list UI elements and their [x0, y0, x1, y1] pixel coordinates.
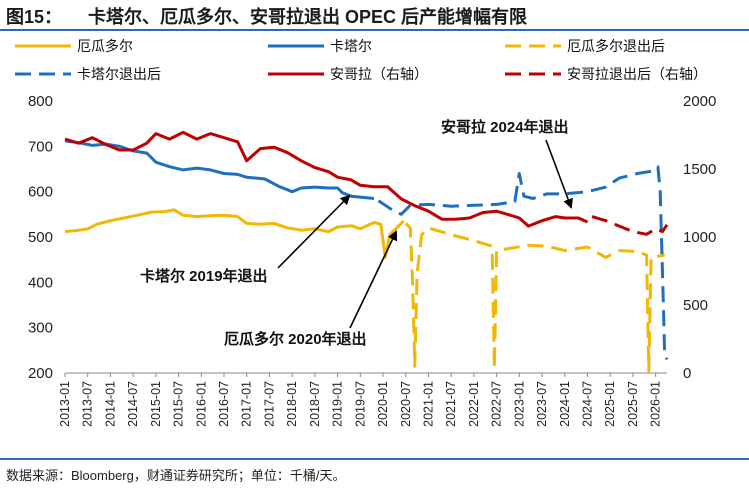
y-left-tick-label: 800	[28, 93, 53, 110]
x-tick-label: 2024-07	[580, 381, 594, 427]
x-tick-label: 2023-07	[535, 381, 549, 427]
series-line	[64, 208, 405, 259]
x-tick-label: 2019-01	[331, 381, 345, 427]
x-tick-label: 2025-07	[626, 381, 640, 427]
y-right-tick-label: 2000	[683, 93, 716, 110]
footer-rule	[0, 458, 749, 460]
x-tick-label: 2018-01	[285, 381, 299, 427]
y-left-tick-label: 600	[28, 184, 53, 201]
y-right-tick-label: 0	[683, 365, 691, 382]
y-left-tick-label: 400	[28, 274, 53, 291]
figure-number: 图15：	[6, 7, 63, 27]
x-tick-label: 2021-01	[421, 381, 435, 427]
x-tick-label: 2026-01	[649, 381, 663, 427]
annotation-label: 卡塔尔 2019年退出	[140, 267, 268, 285]
y-left-tick-label: 700	[28, 138, 53, 155]
annotation-label: 厄瓜多尔 2020年退出	[224, 330, 367, 348]
legend-label: 安哥拉（右轴）	[330, 66, 428, 82]
legend-label: 卡塔尔退出后	[77, 66, 161, 82]
legend-label: 安哥拉退出后（右轴）	[567, 66, 707, 82]
x-tick-label: 2019-07	[353, 381, 367, 427]
x-tick-label: 2020-07	[399, 381, 413, 427]
y-left-tick-label: 500	[28, 229, 53, 246]
figure-title: 图15： 卡塔尔、厄瓜多尔、安哥拉退出 OPEC 后产能增幅有限	[6, 3, 527, 29]
x-tick-label: 2014-01	[103, 381, 117, 427]
source-note: 数据来源：Bloomberg，财通证券研究所；单位：千桶/天。	[6, 468, 346, 483]
x-tick-label: 2024-01	[558, 381, 572, 427]
x-tick-label: 2016-01	[194, 381, 208, 427]
x-tick-label: 2021-07	[444, 381, 458, 427]
x-tick-label: 2025-01	[603, 381, 617, 427]
x-tick-label: 2013-01	[58, 381, 72, 427]
y-left-tick-label: 300	[28, 320, 53, 337]
y-right-tick-label: 500	[683, 297, 708, 314]
x-tick-label: 2014-07	[126, 381, 140, 427]
y-right-tick-label: 1500	[683, 161, 716, 178]
x-tick-label: 2013-07	[81, 381, 95, 427]
x-tick-label: 2022-07	[490, 381, 504, 427]
series-line	[64, 139, 375, 200]
annotation-arrow	[349, 230, 398, 329]
x-tick-label: 2020-01	[376, 381, 390, 427]
x-tick-label: 2015-01	[149, 381, 163, 427]
y-right-tick-label: 1000	[683, 229, 716, 246]
series-line	[377, 165, 669, 361]
y-left-tick-label: 200	[28, 365, 53, 382]
legend-label: 厄瓜多尔	[77, 38, 133, 54]
legend-label: 厄瓜多尔退出后	[567, 38, 665, 54]
figure-title-text: 卡塔尔、厄瓜多尔、安哥拉退出 OPEC 后产能增幅有限	[88, 7, 528, 27]
annotation-arrow	[277, 194, 351, 269]
legend-label: 卡塔尔	[330, 38, 372, 54]
annotation-label: 安哥拉 2024年退出	[441, 118, 569, 136]
title-rule	[0, 29, 749, 31]
x-tick-label: 2022-01	[467, 381, 481, 427]
annotation-arrow	[545, 139, 573, 209]
series-line	[64, 130, 589, 228]
series-line	[591, 215, 669, 236]
x-tick-label: 2018-07	[308, 381, 322, 427]
series-line	[404, 222, 665, 373]
x-tick-label: 2015-07	[172, 381, 186, 427]
x-tick-label: 2016-07	[217, 381, 231, 427]
x-tick-label: 2017-01	[240, 381, 254, 427]
x-tick-label: 2023-01	[512, 381, 526, 427]
x-tick-label: 2017-07	[262, 381, 276, 427]
